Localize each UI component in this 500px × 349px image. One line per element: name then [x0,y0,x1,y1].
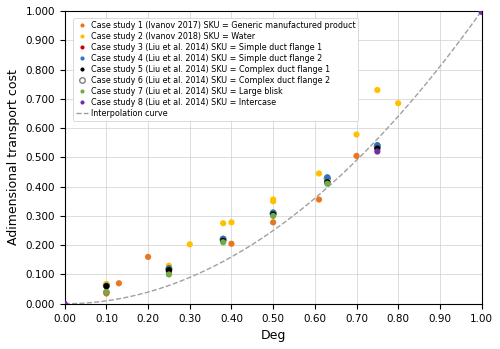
Point [324,174,332,180]
Point [269,210,277,215]
Point [269,220,277,225]
Legend: Case study 1 (Ivanov 2017) SKU = Generic manufactured product, Case study 2 (Iva: Case study 1 (Ivanov 2017) SKU = Generic… [73,18,358,121]
Point [219,238,227,244]
Point [165,266,173,272]
Point [269,212,277,217]
Point [102,283,110,288]
Point [60,301,68,306]
Point [269,213,277,219]
Point [219,236,227,242]
Point [228,220,235,225]
Point [269,197,277,202]
Point [219,237,227,242]
X-axis label: Deg: Deg [260,329,286,342]
Point [269,211,277,216]
Point [374,146,382,151]
Point [315,171,323,176]
Point [219,239,227,245]
Point [102,291,110,296]
Point [269,199,277,204]
Point [478,9,486,15]
Point [352,132,360,137]
Point [102,281,110,287]
Point [102,283,110,289]
Y-axis label: Adimensional transport cost: Adimensional transport cost [7,69,20,245]
Point [352,153,360,159]
Point [228,241,235,246]
Point [394,101,402,106]
Point [324,179,332,185]
Point [102,283,110,288]
Point [374,142,382,148]
Point [374,87,382,93]
Point [186,242,194,247]
Point [102,283,110,289]
Point [219,221,227,226]
Point [165,265,173,271]
Point [269,210,277,216]
Point [165,267,173,273]
Point [315,197,323,202]
Point [324,179,332,185]
Point [165,263,173,268]
Point [374,143,382,149]
Point [102,289,110,295]
Point [374,149,382,154]
Point [165,272,173,277]
Point [324,181,332,186]
Point [144,254,152,260]
Point [165,269,173,274]
Point [324,176,332,181]
Point [115,281,123,286]
Point [102,289,110,295]
